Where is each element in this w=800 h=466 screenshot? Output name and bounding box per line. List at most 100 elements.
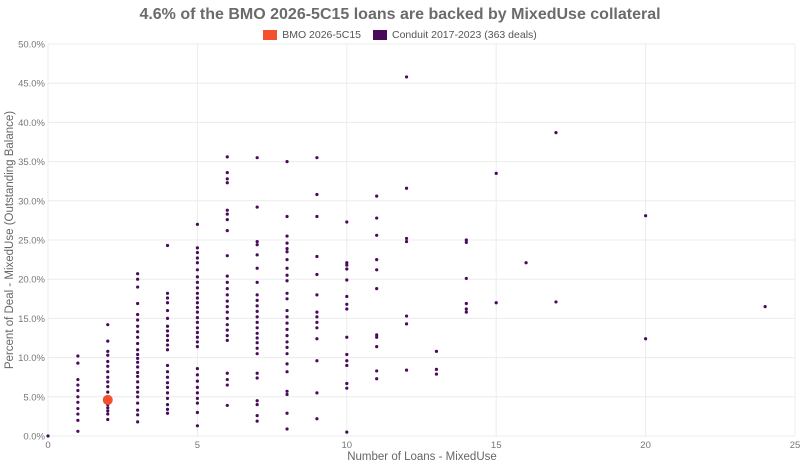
data-point-conduit: [375, 377, 379, 381]
data-point-conduit: [255, 352, 259, 356]
data-point-conduit: [195, 250, 199, 255]
data-point-conduit: [255, 266, 259, 270]
data-point-conduit: [136, 341, 140, 346]
data-point-conduit: [165, 403, 170, 407]
data-point-conduit: [255, 326, 259, 330]
data-point-conduit: [136, 352, 140, 357]
data-point-conduit: [195, 286, 199, 290]
data-point-conduit: [136, 277, 140, 281]
data-point-conduit: [225, 323, 229, 327]
grid: [47, 43, 796, 437]
data-point-conduit: [644, 337, 648, 341]
data-point-conduit: [315, 254, 319, 259]
x-tick-label: 10: [342, 440, 353, 451]
data-point-conduit: [345, 363, 349, 368]
data-point-conduit: [255, 243, 259, 247]
data-point-conduit: [195, 268, 199, 272]
data-point-conduit: [136, 380, 140, 384]
data-point-conduit: [285, 327, 289, 331]
data-point-conduit: [136, 312, 140, 317]
data-point-conduit: [315, 293, 319, 297]
x-tick-label: 0: [45, 440, 50, 451]
data-point-conduit: [195, 345, 199, 349]
y-tick-label: 45.0%: [18, 79, 45, 90]
data-point-conduit: [225, 212, 229, 216]
data-point-conduit: [106, 385, 110, 389]
data-point-conduit: [106, 390, 110, 394]
data-point-conduit: [106, 364, 110, 368]
data-point-conduit: [255, 298, 259, 302]
data-point-conduit: [375, 287, 379, 291]
data-point-conduit: [255, 419, 259, 423]
data-point-conduit: [255, 315, 259, 319]
data-point-conduit: [165, 324, 170, 328]
data-point-conduit: [225, 280, 229, 284]
data-point-conduit: [285, 370, 289, 374]
data-point-conduit: [285, 315, 289, 319]
data-point-conduit: [106, 375, 110, 379]
data-point-conduit: [375, 333, 379, 337]
data-point-conduit: [255, 414, 259, 418]
data-point-conduit: [106, 349, 110, 353]
data-point-conduit: [285, 234, 289, 238]
data-point-conduit: [315, 359, 319, 363]
data-point-conduit: [136, 330, 140, 334]
data-point-conduit: [195, 261, 199, 265]
data-point-conduit: [255, 346, 259, 350]
y-tick-label: 30.0%: [18, 196, 45, 207]
legend-item-conduit[interactable]: Conduit 2017-2023 (363 deals): [373, 29, 537, 41]
data-point-conduit: [195, 301, 199, 305]
data-point-conduit: [195, 256, 199, 260]
legend-swatch-bmo: [263, 30, 278, 40]
data-point-conduit: [375, 268, 379, 272]
y-tick-label: 40.0%: [18, 118, 45, 129]
data-point-conduit: [404, 322, 409, 326]
data-point-conduit: [434, 372, 439, 376]
data-point-conduit: [165, 385, 170, 389]
data-point-conduit: [404, 75, 409, 79]
data-point-conduit: [345, 352, 349, 357]
data-point-conduit: [375, 216, 379, 220]
data-point-conduit: [106, 406, 110, 410]
data-point-conduit: [165, 329, 170, 333]
data-point-conduit: [345, 386, 349, 390]
data-point-conduit: [524, 261, 528, 265]
data-point-conduit: [195, 379, 199, 383]
data-point-conduit: [165, 334, 170, 338]
legend-item-bmo[interactable]: BMO 2026-5C15: [263, 29, 361, 41]
data-point-conduit: [106, 417, 110, 422]
data-point-conduit: [165, 316, 170, 320]
data-point-conduit: [106, 380, 110, 384]
data-point-conduit: [136, 348, 140, 352]
data-point-conduit: [106, 339, 110, 343]
data-point-conduit: [255, 341, 259, 345]
data-point-conduit: [315, 417, 319, 421]
axis-ticks: 0.0% 5.0% 10.0% 15.0% 20.0% 25.0% 30.0% 35.0% 40…: [18, 40, 800, 452]
data-point-conduit: [375, 345, 379, 349]
data-point-conduit: [225, 218, 229, 222]
data-point-conduit: [285, 392, 289, 397]
data-point-conduit: [285, 427, 289, 431]
data-point-conduit: [136, 356, 140, 360]
data-point-conduit: [76, 361, 80, 365]
data-point-conduit: [345, 307, 349, 311]
data-point-conduit: [195, 310, 199, 314]
data-point-conduit: [136, 360, 140, 364]
data-point-conduit: [255, 304, 259, 308]
data-point-conduit: [285, 297, 289, 301]
data-point-conduit: [165, 407, 170, 411]
data-point-conduit: [195, 391, 199, 395]
data-point-conduit: [225, 305, 229, 309]
data-point-conduit: [315, 320, 319, 324]
data-point-conduit: [255, 156, 259, 160]
data-point-conduit: [195, 296, 199, 300]
data-point-conduit: [345, 267, 349, 271]
data-point-conduit: [315, 156, 319, 160]
data-point-conduit: [225, 228, 229, 233]
data-point-conduit: [225, 371, 229, 375]
data-point-conduit: [285, 214, 289, 219]
data-point-conduit: [255, 239, 259, 244]
data-point-conduit: [345, 294, 349, 299]
data-point-conduit: [285, 160, 289, 164]
data-point-conduit: [165, 370, 170, 374]
